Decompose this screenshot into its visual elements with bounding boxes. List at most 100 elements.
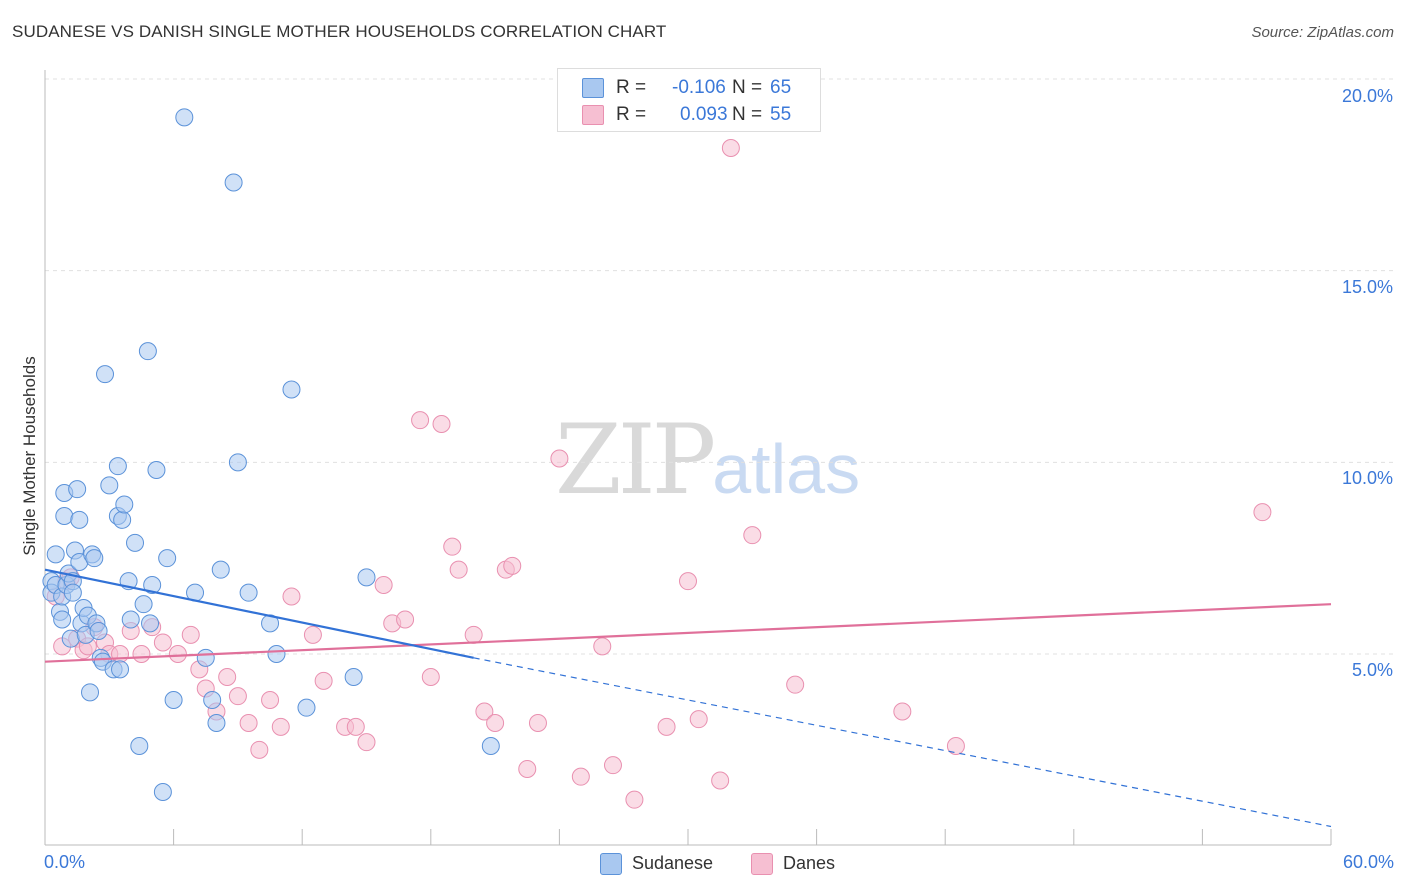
danes-point <box>625 790 644 809</box>
danes-point <box>449 560 468 579</box>
sudanese-point <box>143 576 162 594</box>
danes-point <box>111 645 130 663</box>
sudanese-point <box>196 648 215 667</box>
legend-label: Sudanese <box>632 853 714 873</box>
n-label: N = <box>732 104 763 125</box>
danes-point <box>593 637 612 656</box>
sudanese-point <box>85 549 104 568</box>
sudanese-point <box>96 365 115 384</box>
n-value: 65 <box>770 77 792 98</box>
danes-point <box>743 526 762 545</box>
sudanese-point <box>153 783 172 801</box>
danes-point <box>282 587 301 606</box>
n-label: N = <box>732 77 763 98</box>
watermark-zip: ZIP <box>555 404 716 516</box>
r-label: R = <box>616 77 647 98</box>
sudanese-point <box>164 691 183 709</box>
danes-swatch <box>582 105 604 125</box>
y-tick-label: 20.0% <box>1341 86 1393 106</box>
danes-point <box>411 411 430 430</box>
danes-point <box>303 625 322 644</box>
sudanese-trend-extension <box>473 657 1332 828</box>
sudanese-point <box>53 610 72 629</box>
correlation-legend: R = -0.106 N = 65 R = 0.093 N = 55 <box>557 68 821 132</box>
sudanese-point <box>126 533 145 552</box>
danes-point <box>314 671 333 690</box>
danes-point <box>503 556 522 575</box>
r-label: R = <box>616 104 647 125</box>
sudanese-point <box>141 614 160 633</box>
sudanese-point <box>228 453 247 472</box>
sudanese-point <box>61 629 80 648</box>
n-value: 55 <box>770 104 792 125</box>
sudanese-point <box>282 380 301 399</box>
danes-point <box>1253 503 1272 522</box>
sudanese-point <box>224 173 243 192</box>
sudanese-point <box>158 549 177 568</box>
sudanese-swatch <box>582 78 604 98</box>
danes-legend-swatch <box>751 853 773 875</box>
sudanese-point <box>267 645 286 663</box>
danes-point <box>374 576 393 594</box>
danes-point <box>261 691 280 709</box>
legend-label: Danes <box>783 853 836 873</box>
danes-point <box>153 633 172 652</box>
danes-point <box>657 717 676 736</box>
sudanese-point <box>481 737 500 755</box>
danes-point <box>181 625 200 644</box>
sudanese-point <box>55 507 74 525</box>
danes-point <box>679 572 697 591</box>
sudanese-point <box>70 510 89 529</box>
sudanese-point <box>138 342 157 361</box>
sudanese-point <box>239 583 258 602</box>
sudanese-point <box>89 622 108 640</box>
sudanese-point <box>207 714 226 732</box>
sudanese-point <box>113 510 132 529</box>
sudanese-legend-swatch <box>600 853 622 875</box>
sudanese-point <box>81 683 100 702</box>
watermark: ZIPatlas <box>555 404 860 516</box>
sudanese-point <box>100 476 119 495</box>
danes-point <box>721 139 740 157</box>
danes-point <box>218 668 237 686</box>
danes-point <box>396 610 415 629</box>
danes-point <box>250 740 269 759</box>
danes-point <box>271 717 290 736</box>
danes-point <box>486 714 505 732</box>
x-tick-label-min: 0.0% <box>44 852 86 872</box>
danes-point <box>432 415 451 433</box>
y-tick-label: 15.0% <box>1341 277 1393 297</box>
sudanese-point <box>211 560 230 579</box>
y-tick-label: 10.0% <box>1341 468 1393 488</box>
sudanese-point <box>68 480 87 499</box>
danes-point <box>421 668 440 686</box>
x-tick-label-max: 60.0% <box>1342 852 1394 872</box>
danes-point <box>571 767 590 786</box>
danes-point <box>711 771 730 790</box>
sudanese-point <box>121 610 140 629</box>
danes-point <box>132 645 151 663</box>
sudanese-point <box>203 691 222 709</box>
source-label: Source: ZipAtlas.com <box>1251 24 1394 41</box>
danes-point <box>228 687 247 706</box>
chart-title: SUDANESE VS DANISH SINGLE MOTHER HOUSEHO… <box>12 22 667 41</box>
sudanese-trend-line <box>44 568 474 659</box>
danes-point <box>946 737 965 755</box>
danes-point <box>603 756 622 775</box>
r-value: 0.093 <box>680 104 728 125</box>
sudanese-point <box>63 583 82 602</box>
sudanese-point <box>134 595 153 614</box>
danes-point <box>239 714 258 732</box>
watermark-atlas: atlas <box>712 430 861 508</box>
sudanese-point <box>357 568 376 587</box>
danes-point <box>528 714 547 732</box>
danes-point <box>786 675 805 694</box>
sudanese-point <box>108 457 127 476</box>
danes-point <box>168 645 187 663</box>
sudanese-point <box>175 108 194 127</box>
danes-point <box>357 733 376 752</box>
sudanese-point <box>297 698 316 717</box>
danes-point <box>443 537 462 556</box>
danes-point <box>475 702 494 721</box>
